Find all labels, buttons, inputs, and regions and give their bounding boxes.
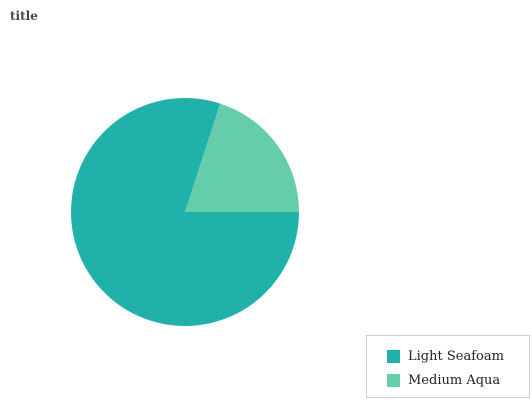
pie-slice-medium-aqua	[185, 103, 299, 212]
chart-legend: Light Seafoam Medium Aqua	[366, 335, 530, 398]
legend-item-light-seafoam: Light Seafoam	[387, 348, 504, 364]
legend-swatch-light-seafoam	[387, 349, 400, 363]
legend-swatch-medium-aqua	[387, 373, 400, 387]
pie-slice-light-seafoam	[71, 97, 299, 326]
legend-item-medium-aqua: Medium Aqua	[387, 372, 500, 388]
legend-label-light-seafoam: Light Seafoam	[408, 348, 504, 364]
legend-label-medium-aqua: Medium Aqua	[408, 372, 501, 388]
pie-slices	[71, 97, 299, 326]
chart-title: title	[10, 9, 38, 23]
